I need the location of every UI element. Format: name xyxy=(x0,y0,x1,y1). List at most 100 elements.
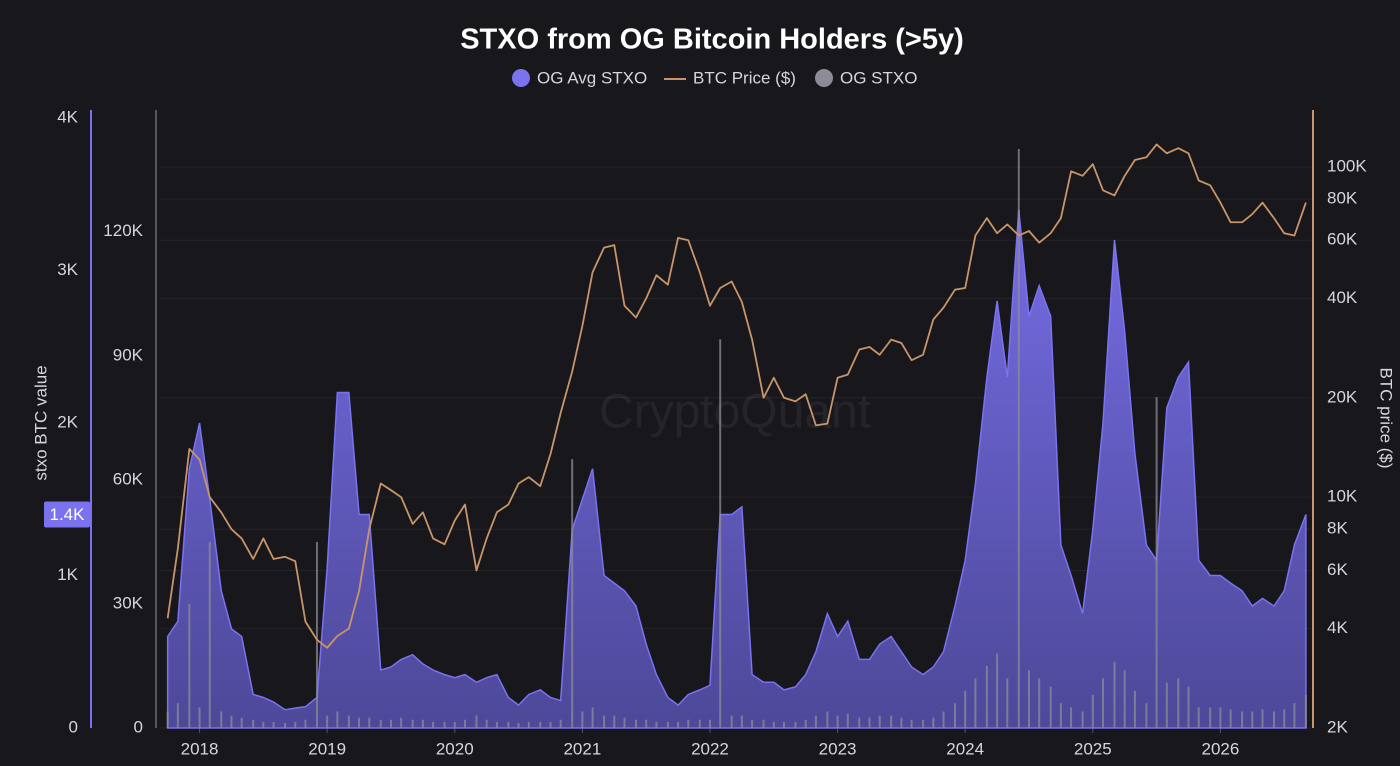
bar xyxy=(591,707,594,728)
bar xyxy=(240,717,243,728)
bar xyxy=(539,721,542,728)
x-tick-label: 2025 xyxy=(1074,739,1112,758)
bar xyxy=(645,719,648,728)
bar xyxy=(230,715,233,728)
y3-tick-label: 60K xyxy=(1327,230,1358,249)
bar xyxy=(475,715,478,728)
bar xyxy=(878,715,881,728)
y3-tick-label: 100K xyxy=(1327,156,1367,175)
y2-tick-label: 0 xyxy=(134,717,143,736)
bar xyxy=(1017,149,1020,728)
legend-item[interactable]: OG STXO xyxy=(815,68,917,87)
y-tick-label: 2K xyxy=(57,412,78,431)
legend-item[interactable]: BTC Price ($) xyxy=(664,68,796,87)
bar xyxy=(858,717,861,728)
legend-item[interactable]: OG Avg STXO xyxy=(512,68,647,87)
bar xyxy=(198,707,201,728)
bar xyxy=(814,715,817,728)
bar xyxy=(507,721,510,728)
bar xyxy=(368,717,371,728)
bar xyxy=(964,690,967,728)
bar xyxy=(1145,703,1148,728)
bar xyxy=(900,717,903,728)
bar xyxy=(740,715,743,728)
bar xyxy=(782,721,785,728)
bar xyxy=(432,721,435,728)
bar xyxy=(698,719,701,728)
bar xyxy=(1187,686,1190,728)
bar xyxy=(252,719,255,728)
bar xyxy=(985,665,988,728)
x-tick-label: 2026 xyxy=(1201,739,1239,758)
bar xyxy=(910,719,913,728)
bar xyxy=(751,719,754,728)
bar xyxy=(262,721,265,728)
bar xyxy=(1102,678,1105,728)
bar xyxy=(634,719,637,728)
y-tick-label: 4K xyxy=(57,107,78,126)
bar xyxy=(932,717,935,728)
bar xyxy=(708,719,711,728)
bar xyxy=(666,721,669,728)
y3-tick-label: 80K xyxy=(1327,188,1358,207)
legend-swatch xyxy=(815,69,833,87)
bar xyxy=(284,723,287,728)
bar xyxy=(1229,709,1232,728)
x-tick-label: 2022 xyxy=(691,739,729,758)
bar xyxy=(1165,682,1168,728)
bar xyxy=(1304,694,1307,728)
bar xyxy=(1091,694,1094,728)
bar xyxy=(389,719,392,728)
bar xyxy=(336,711,339,728)
y3-tick-label: 10K xyxy=(1327,487,1358,506)
bar xyxy=(485,719,488,728)
y3-tick-label: 2K xyxy=(1327,717,1348,736)
bar xyxy=(358,717,361,728)
bar xyxy=(1261,709,1264,728)
bar xyxy=(1272,711,1275,728)
bar xyxy=(1197,707,1200,728)
bar xyxy=(1113,661,1116,728)
bar xyxy=(1123,670,1126,728)
bar xyxy=(581,711,584,728)
bar xyxy=(953,703,956,728)
bar xyxy=(347,715,350,728)
area xyxy=(166,209,1307,729)
y3-tick-label: 20K xyxy=(1327,387,1358,406)
bar xyxy=(890,715,893,728)
bar xyxy=(517,723,520,728)
bar xyxy=(463,719,466,728)
y2-tick-label: 90K xyxy=(113,345,144,364)
bar xyxy=(495,721,498,728)
bar xyxy=(1133,690,1136,728)
chart-title: STXO from OG Bitcoin Holders (>5y) xyxy=(460,24,964,56)
bar xyxy=(1155,397,1158,728)
y-tick-label: 3K xyxy=(57,260,78,279)
y3-tick-label: 4K xyxy=(1327,618,1348,637)
bar xyxy=(1038,678,1041,728)
bar xyxy=(1283,709,1286,728)
bar xyxy=(527,721,530,728)
bar xyxy=(1027,670,1030,728)
x-tick-label: 2019 xyxy=(308,739,346,758)
bar xyxy=(453,721,456,728)
bar xyxy=(571,459,574,728)
y-tick-label: 1K xyxy=(57,565,78,584)
bar xyxy=(846,713,849,728)
legend-swatch xyxy=(512,69,530,87)
bar xyxy=(1081,711,1084,728)
y3-tick-label: 6K xyxy=(1327,560,1348,579)
legend-label: OG Avg STXO xyxy=(537,68,647,87)
bar xyxy=(623,717,626,728)
bar xyxy=(188,603,191,728)
bar xyxy=(1293,703,1296,728)
bar xyxy=(1059,703,1062,728)
bar xyxy=(772,721,775,728)
bar xyxy=(326,715,329,728)
bar xyxy=(974,678,977,728)
line xyxy=(166,143,1307,649)
bar xyxy=(549,721,552,728)
y-axis-title: stxo BTC value xyxy=(31,365,50,480)
bar xyxy=(603,715,606,728)
